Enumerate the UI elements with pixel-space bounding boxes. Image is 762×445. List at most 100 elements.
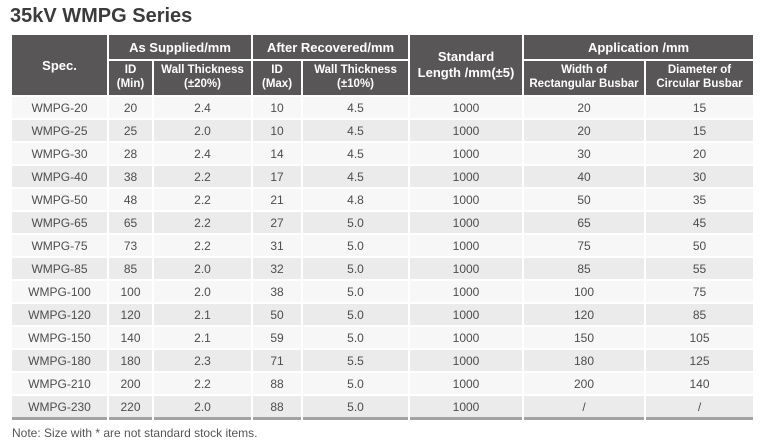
header-wall-thickness-10: Wall Thickness (±10%) [303,61,409,95]
value-cell: 20 [524,120,645,141]
value-cell: 40 [524,166,645,187]
table-row: WMPG-210 200 2.2 88 5.0 1000 200 140 [12,373,754,394]
spec-cell: WMPG-40 [12,166,107,187]
table-row: WMPG-120 120 2.1 50 5.0 1000 120 85 [12,304,754,325]
value-cell: 100 [524,281,645,302]
value-cell: 1000 [410,97,523,118]
value-cell: 100 [109,281,152,302]
header-standard-length-line1: Standard [437,49,495,65]
value-cell: 105 [646,327,754,348]
value-cell: 4.5 [303,143,409,164]
value-cell: 15 [646,120,754,141]
value-cell: 85 [646,304,754,325]
spec-cell: WMPG-30 [12,143,107,164]
value-cell: 30 [524,143,645,164]
table-body: WMPG-20 20 2.4 10 4.5 1000 20 15 WMPG-25 25 2.0 10 4… [12,97,754,420]
header-after-recovered: After Recovered/mm [253,35,409,59]
value-cell: 71 [253,350,302,371]
table-row: WMPG-50 48 2.2 21 4.8 1000 50 35 [12,189,754,210]
spec-cell: WMPG-25 [12,120,107,141]
value-cell: 1000 [410,396,523,420]
value-cell: 2.2 [154,373,252,394]
table-row: WMPG-180 180 2.3 71 5.5 1000 180 125 [12,350,754,371]
value-cell: / [646,396,754,420]
value-cell: 1000 [410,350,523,371]
value-cell: 50 [524,189,645,210]
value-cell: 140 [109,327,152,348]
value-cell: 5.0 [303,212,409,233]
value-cell: 1000 [410,166,523,187]
value-cell: 5.0 [303,327,409,348]
value-cell: 14 [253,143,302,164]
table-row: WMPG-150 140 2.1 59 5.0 1000 150 105 [12,327,754,348]
value-cell: 20 [646,143,754,164]
header-width-rectangular-busbar: Width of Rectangular Busbar [524,61,645,95]
value-cell: 48 [109,189,152,210]
table-row: WMPG-75 73 2.2 31 5.0 1000 75 50 [12,235,754,256]
header-diameter-circular-busbar: Diameter of Circular Busbar [646,61,754,95]
value-cell: 88 [253,396,302,420]
value-cell: 4.5 [303,166,409,187]
value-cell: 2.4 [154,97,252,118]
spec-cell: WMPG-210 [12,373,107,394]
footnote: Note: Size with * are not standard stock… [12,426,258,440]
value-cell: 2.0 [154,281,252,302]
spec-cell: WMPG-180 [12,350,107,371]
value-cell: 2.2 [154,235,252,256]
spec-cell: WMPG-65 [12,212,107,233]
value-cell: 27 [253,212,302,233]
value-cell: 1000 [410,120,523,141]
spec-cell: WMPG-120 [12,304,107,325]
value-cell: 10 [253,97,302,118]
value-cell: 2.4 [154,143,252,164]
value-cell: 31 [253,235,302,256]
spec-cell: WMPG-50 [12,189,107,210]
value-cell: 200 [524,373,645,394]
table-row: WMPG-25 25 2.0 10 4.5 1000 20 15 [12,120,754,141]
value-cell: 75 [524,235,645,256]
value-cell: 32 [253,258,302,279]
value-cell: 120 [109,304,152,325]
value-cell: 5.5 [303,350,409,371]
value-cell: 140 [646,373,754,394]
value-cell: 25 [109,120,152,141]
value-cell: 5.0 [303,258,409,279]
value-cell: 2.2 [154,189,252,210]
value-cell: 200 [109,373,152,394]
value-cell: 5.0 [303,235,409,256]
value-cell: / [524,396,645,420]
value-cell: 20 [524,97,645,118]
value-cell: 73 [109,235,152,256]
value-cell: 50 [646,235,754,256]
spec-cell: WMPG-230 [12,396,107,420]
value-cell: 5.0 [303,281,409,302]
value-cell: 65 [524,212,645,233]
value-cell: 28 [109,143,152,164]
value-cell: 55 [646,258,754,279]
value-cell: 120 [524,304,645,325]
page-title: 35kV WMPG Series [10,5,193,27]
value-cell: 20 [109,97,152,118]
table-row: WMPG-20 20 2.4 10 4.5 1000 20 15 [12,97,754,118]
spec-cell: WMPG-150 [12,327,107,348]
value-cell: 150 [524,327,645,348]
table-row: WMPG-65 65 2.2 27 5.0 1000 65 45 [12,212,754,233]
value-cell: 2.2 [154,212,252,233]
value-cell: 1000 [410,235,523,256]
value-cell: 2.1 [154,304,252,325]
value-cell: 1000 [410,281,523,302]
table-row: WMPG-85 85 2.0 32 5.0 1000 85 55 [12,258,754,279]
header-spec: Spec. [12,35,107,95]
value-cell: 1000 [410,212,523,233]
value-cell: 5.0 [303,396,409,420]
header-standard-length: Standard Length /mm(±5) [410,35,523,95]
value-cell: 125 [646,350,754,371]
value-cell: 1000 [410,373,523,394]
value-cell: 88 [253,373,302,394]
spec-cell: WMPG-85 [12,258,107,279]
spec-table: Spec. As Supplied/mm After Recovered/mm … [10,33,755,422]
value-cell: 1000 [410,304,523,325]
value-cell: 65 [109,212,152,233]
value-cell: 38 [253,281,302,302]
